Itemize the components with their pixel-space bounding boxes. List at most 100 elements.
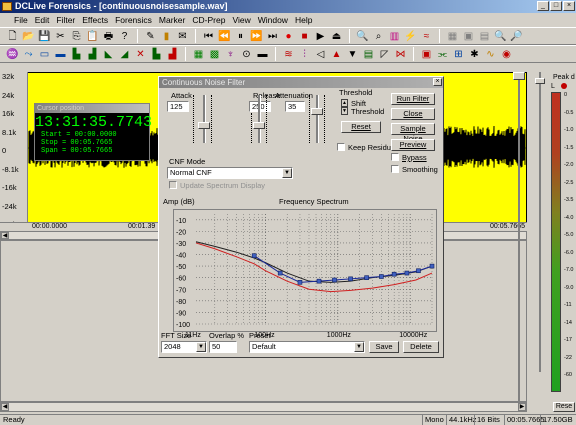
- minus-icon[interactable]: ▬: [257, 48, 268, 60]
- filter8-icon[interactable]: ◢: [120, 48, 129, 60]
- record-icon[interactable]: ●: [285, 30, 292, 42]
- smoothing-checkbox[interactable]: [391, 165, 399, 173]
- scroll-left-icon[interactable]: ◀: [1, 403, 9, 411]
- dialog-close-icon[interactable]: ×: [433, 78, 442, 86]
- meter-slider[interactable]: [535, 72, 545, 372]
- pencil-icon[interactable]: ✎: [146, 30, 155, 42]
- threshold-handle-point[interactable]: [297, 280, 303, 285]
- filter1-icon[interactable]: ♒: [6, 48, 19, 60]
- reset-button[interactable]: Reset: [341, 121, 381, 133]
- filter4-icon[interactable]: ▬: [55, 48, 66, 60]
- menu-item[interactable]: View: [232, 15, 251, 25]
- eq3-icon[interactable]: ♆: [226, 48, 235, 60]
- wave8-icon[interactable]: ⋈: [395, 48, 406, 60]
- attenuation-input[interactable]: 35: [285, 101, 305, 112]
- vslider-thumb[interactable]: [513, 72, 525, 80]
- menu-item[interactable]: CD-Prep: [192, 15, 226, 25]
- pause-icon[interactable]: ⏸: [238, 30, 243, 42]
- threshold-handle-point[interactable]: [364, 275, 369, 280]
- keep-residue-checkbox[interactable]: [337, 143, 345, 151]
- menu-item[interactable]: Edit: [34, 15, 50, 25]
- filter3-icon[interactable]: ▭: [39, 48, 50, 60]
- wave5-icon[interactable]: ▼: [347, 48, 358, 60]
- chevron-down-icon[interactable]: ▼: [354, 342, 364, 352]
- frequency-spectrum-chart[interactable]: -10 -20 -30 -40 -50 -60 -70 -80 -90 -100: [173, 209, 437, 332]
- forensic1-icon[interactable]: ▣: [421, 48, 432, 60]
- wave4-icon[interactable]: ▲: [331, 48, 342, 60]
- new-file-icon[interactable]: 🗋: [8, 30, 17, 42]
- vertical-scroll[interactable]: [513, 72, 525, 402]
- play-icon[interactable]: ▶: [316, 30, 325, 42]
- menu-item[interactable]: Window: [257, 15, 288, 25]
- meter-reset-button[interactable]: Rese: [553, 402, 575, 412]
- threshold-handle-point[interactable]: [379, 274, 384, 279]
- release-slider[interactable]: [253, 122, 265, 129]
- filter10-icon[interactable]: ▙: [152, 48, 161, 60]
- preview-button[interactable]: Preview: [391, 139, 435, 151]
- menu-item[interactable]: Forensics: [115, 15, 152, 25]
- paste-icon[interactable]: 📋: [86, 30, 99, 42]
- window2-icon[interactable]: ▤: [479, 30, 490, 42]
- chevron-down-icon[interactable]: ▼: [282, 168, 292, 178]
- forensic2-icon[interactable]: ⫘: [438, 48, 447, 60]
- attack-input[interactable]: 125: [167, 101, 189, 112]
- menu-item[interactable]: Help: [294, 15, 313, 25]
- forensic3-icon[interactable]: ⊞: [454, 48, 463, 60]
- menu-item[interactable]: Effects: [82, 15, 109, 25]
- fast-forward-icon[interactable]: ⏩: [250, 30, 263, 42]
- shift-up-icon[interactable]: ▲: [341, 99, 348, 107]
- menu-item[interactable]: File: [14, 15, 28, 25]
- close-dialog-button[interactable]: Close: [391, 108, 435, 120]
- envelope-icon[interactable]: ✉: [178, 30, 187, 42]
- threshold-handle-point[interactable]: [332, 277, 337, 283]
- window-icon[interactable]: ▣: [463, 30, 474, 42]
- wave3-icon[interactable]: ◁: [316, 48, 325, 60]
- filter11-icon[interactable]: ▟: [168, 48, 177, 60]
- chevron-down-icon[interactable]: ▼: [196, 342, 206, 352]
- scroll-right-icon[interactable]: ▶: [518, 403, 526, 411]
- eq-icon[interactable]: ▦: [193, 48, 204, 60]
- tile-icon[interactable]: ▦: [447, 30, 458, 42]
- filter6-icon[interactable]: ▟: [88, 48, 97, 60]
- print-icon[interactable]: 🖶: [103, 30, 114, 42]
- analyzer-icon[interactable]: ▥: [389, 30, 400, 42]
- sample-noise-button[interactable]: Sample Noise: [391, 123, 435, 143]
- threshold-handle-point[interactable]: [416, 268, 421, 274]
- threshold-handle-point[interactable]: [316, 278, 322, 284]
- filter5-icon[interactable]: ▙: [72, 48, 81, 60]
- effect-icon[interactable]: ⚡: [404, 30, 417, 42]
- filter7-icon[interactable]: ◣: [104, 48, 113, 60]
- save-preset-button[interactable]: Save: [369, 341, 399, 353]
- threshold-handle-point[interactable]: [391, 271, 397, 277]
- timer-icon[interactable]: ⊙: [242, 48, 251, 60]
- bypass-checkbox[interactable]: [391, 153, 399, 161]
- threshold-handle-point[interactable]: [348, 276, 353, 282]
- threshold-handle-point[interactable]: [251, 253, 257, 258]
- filter-icon[interactable]: ≈: [423, 30, 430, 42]
- eq2-icon[interactable]: ▩: [209, 48, 220, 60]
- cnf-mode-select[interactable]: Normal CNF ▼: [167, 167, 293, 179]
- menu-item[interactable]: Marker: [158, 15, 186, 25]
- stop-icon[interactable]: ■: [301, 30, 308, 42]
- cut-icon[interactable]: ✂: [56, 30, 65, 42]
- filter9-icon[interactable]: ✕: [136, 48, 145, 60]
- run-filter-button[interactable]: Run Filter: [391, 93, 435, 105]
- wave2-icon[interactable]: ⫶: [303, 48, 306, 60]
- update-spectrum-checkbox[interactable]: [169, 181, 177, 189]
- wave7-icon[interactable]: ◸: [380, 48, 389, 60]
- zoom-fit-icon[interactable]: ⌕: [375, 30, 382, 42]
- attenuation-slider[interactable]: [311, 108, 323, 115]
- overlap-input[interactable]: 50: [209, 341, 237, 353]
- goto-end-icon[interactable]: ⏭: [268, 30, 277, 42]
- threshold-handle-point[interactable]: [277, 270, 283, 276]
- minimize-button[interactable]: _: [537, 1, 549, 11]
- delete-preset-button[interactable]: Delete: [403, 341, 439, 353]
- preset-select[interactable]: Default ▼: [249, 341, 365, 353]
- wave1-icon[interactable]: ≋: [284, 48, 293, 60]
- play-selection-icon[interactable]: ⏏: [331, 30, 342, 42]
- filter2-icon[interactable]: ⤳: [24, 48, 33, 60]
- zoom-in-icon[interactable]: 🔍: [494, 30, 507, 42]
- copy-icon[interactable]: ⎘: [72, 30, 81, 42]
- help-icon[interactable]: ?: [121, 30, 128, 42]
- zoom-out-icon[interactable]: 🔎: [510, 30, 523, 42]
